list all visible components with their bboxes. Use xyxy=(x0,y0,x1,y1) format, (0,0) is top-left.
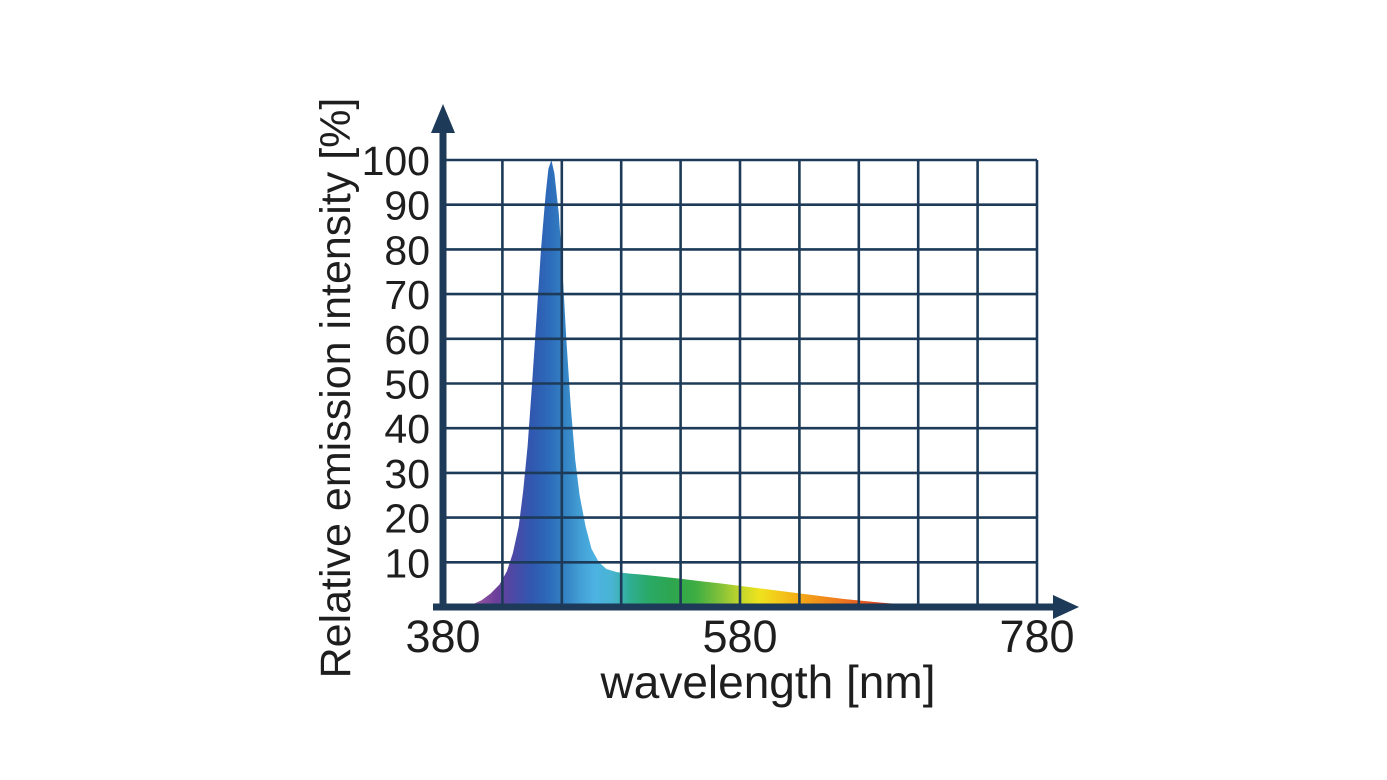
y-tick-label-10: 10 xyxy=(384,540,430,586)
y-tick-label-80: 80 xyxy=(384,227,430,273)
y-tick-label-50: 50 xyxy=(384,362,430,408)
y-axis-title: Relative emission intensity [%] xyxy=(312,97,360,679)
x-axis-title: wavelength [nm] xyxy=(600,656,936,708)
x-axis-arrowhead xyxy=(1053,595,1079,619)
y-tick-label-30: 30 xyxy=(384,451,430,497)
y-tick-label-20: 20 xyxy=(384,496,430,542)
gridlines xyxy=(443,158,1039,607)
x-tick-label-580: 580 xyxy=(702,611,777,662)
y-axis-arrowhead xyxy=(431,104,455,133)
y-tick-label-70: 70 xyxy=(384,272,430,318)
axes xyxy=(431,104,1079,619)
x-tick-label-380: 380 xyxy=(405,611,480,662)
y-tick-label-90: 90 xyxy=(384,183,430,229)
y-tick-label-60: 60 xyxy=(384,317,430,363)
x-tick-label-780: 780 xyxy=(999,611,1074,662)
y-tick-label-100: 100 xyxy=(362,138,430,184)
y-tick-label-40: 40 xyxy=(384,406,430,452)
